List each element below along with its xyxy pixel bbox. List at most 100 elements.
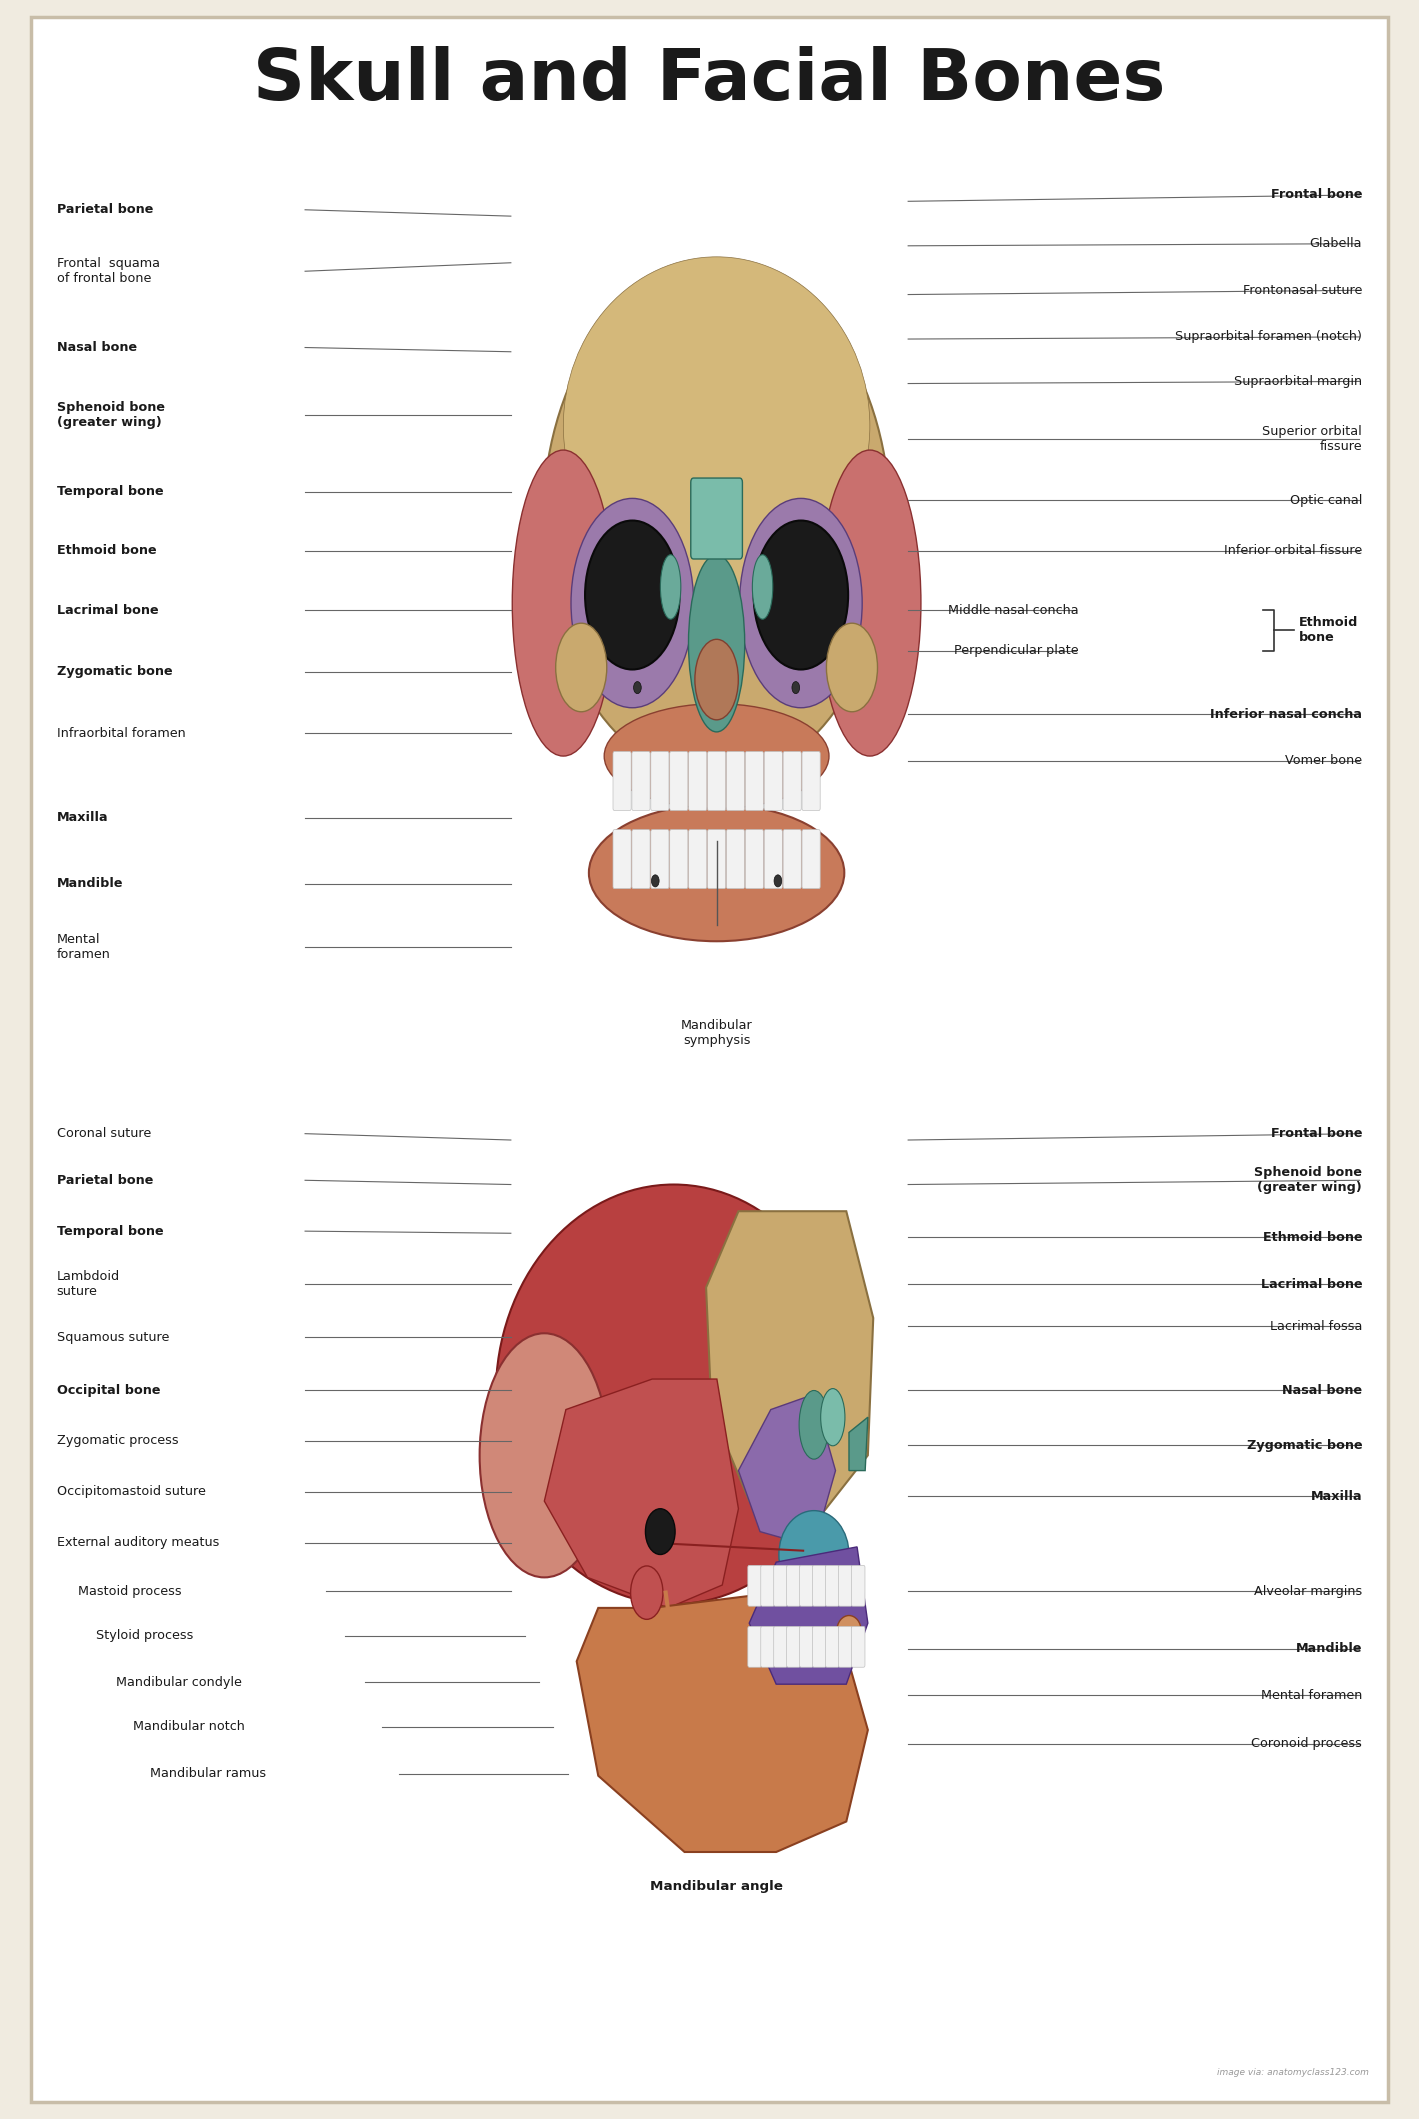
Text: Vomer bone: Vomer bone [1286,754,1362,767]
Text: Frontonasal suture: Frontonasal suture [1243,284,1362,297]
FancyBboxPatch shape [691,479,742,559]
FancyBboxPatch shape [839,1566,851,1606]
Ellipse shape [543,265,890,780]
FancyBboxPatch shape [727,831,745,888]
FancyBboxPatch shape [761,1566,775,1606]
Polygon shape [545,1379,738,1608]
Text: Occipital bone: Occipital bone [57,1384,160,1396]
Text: Lacrimal bone: Lacrimal bone [1260,1278,1362,1290]
Ellipse shape [820,1388,844,1445]
Ellipse shape [646,1509,675,1555]
Text: Alveolar margins: Alveolar margins [1254,1585,1362,1598]
FancyBboxPatch shape [773,1627,788,1668]
Text: Occipitomastoid suture: Occipitomastoid suture [57,1485,206,1498]
FancyBboxPatch shape [670,831,688,888]
Text: Maxilla: Maxilla [1311,1490,1362,1502]
Ellipse shape [752,555,773,619]
Text: Mandibular condyle: Mandibular condyle [116,1676,243,1689]
Text: Maxilla: Maxilla [57,812,108,824]
FancyBboxPatch shape [783,831,802,888]
FancyBboxPatch shape [826,1566,839,1606]
FancyBboxPatch shape [613,831,631,888]
Text: Parietal bone: Parietal bone [57,203,153,216]
FancyBboxPatch shape [688,831,707,888]
FancyBboxPatch shape [826,1627,839,1668]
Text: Parietal bone: Parietal bone [57,1174,153,1187]
Ellipse shape [826,623,877,712]
Ellipse shape [775,875,782,888]
FancyBboxPatch shape [748,1566,762,1606]
FancyBboxPatch shape [802,831,820,888]
Text: Mandibular notch: Mandibular notch [133,1721,245,1733]
Text: Supraorbital foramen (notch): Supraorbital foramen (notch) [1175,331,1362,343]
Ellipse shape [630,1566,663,1619]
Text: Coronoid process: Coronoid process [1252,1738,1362,1750]
Text: Ethmoid bone: Ethmoid bone [57,545,156,557]
Text: Perpendicular plate: Perpendicular plate [954,644,1078,657]
Ellipse shape [660,555,681,619]
FancyBboxPatch shape [773,1566,788,1606]
Text: Lacrimal bone: Lacrimal bone [57,604,159,617]
FancyBboxPatch shape [813,1566,826,1606]
Text: Temporal bone: Temporal bone [57,1225,163,1237]
Text: Ethmoid bone: Ethmoid bone [1263,1231,1362,1244]
Text: Zygomatic bone: Zygomatic bone [57,665,172,678]
Ellipse shape [563,256,870,595]
Text: image via: anatomyclass123.com: image via: anatomyclass123.com [1218,2068,1369,2077]
Ellipse shape [512,449,614,756]
Text: Frontal bone: Frontal bone [1271,189,1362,201]
FancyBboxPatch shape [745,752,763,809]
FancyBboxPatch shape [761,1627,775,1668]
FancyBboxPatch shape [31,17,1388,2102]
Text: Supraorbital margin: Supraorbital margin [1235,375,1362,388]
Text: Middle nasal concha: Middle nasal concha [948,604,1078,617]
Ellipse shape [695,640,738,720]
Ellipse shape [633,682,641,693]
FancyBboxPatch shape [765,831,782,888]
Ellipse shape [556,623,607,712]
Ellipse shape [651,875,658,888]
FancyBboxPatch shape [748,1627,762,1668]
Text: Frontal bone: Frontal bone [1271,1127,1362,1140]
Text: Mastoid process: Mastoid process [78,1585,182,1598]
Text: Zygomatic bone: Zygomatic bone [1247,1439,1362,1452]
Ellipse shape [753,521,849,670]
FancyBboxPatch shape [813,1627,826,1668]
Text: Sphenoid bone
(greater wing): Sphenoid bone (greater wing) [1254,1165,1362,1195]
FancyBboxPatch shape [613,752,631,809]
Text: Skull and Facial Bones: Skull and Facial Bones [254,47,1165,114]
Ellipse shape [589,805,844,941]
FancyBboxPatch shape [651,752,668,809]
FancyBboxPatch shape [799,1566,813,1606]
Ellipse shape [739,498,863,708]
Text: Infraorbital foramen: Infraorbital foramen [57,727,186,740]
FancyBboxPatch shape [688,752,707,809]
Text: Mandible: Mandible [1296,1642,1362,1655]
Text: Superior orbital
fissure: Superior orbital fissure [1263,424,1362,453]
Text: Sphenoid bone
(greater wing): Sphenoid bone (greater wing) [57,400,165,430]
Text: Mental foramen: Mental foramen [1261,1689,1362,1702]
FancyBboxPatch shape [786,1566,800,1606]
Polygon shape [707,1212,873,1524]
Text: External auditory meatus: External auditory meatus [57,1536,219,1549]
FancyBboxPatch shape [631,752,650,809]
Text: Lacrimal fossa: Lacrimal fossa [1270,1320,1362,1333]
FancyBboxPatch shape [745,831,763,888]
FancyBboxPatch shape [670,752,688,809]
Ellipse shape [819,449,921,756]
Text: Mandibular ramus: Mandibular ramus [150,1767,267,1780]
Ellipse shape [799,1390,829,1460]
Text: Styloid process: Styloid process [96,1630,194,1642]
FancyBboxPatch shape [802,752,820,809]
FancyBboxPatch shape [631,831,650,888]
FancyBboxPatch shape [851,1566,866,1606]
FancyBboxPatch shape [727,752,745,809]
Ellipse shape [837,1615,861,1646]
Text: Zygomatic process: Zygomatic process [57,1435,179,1447]
Ellipse shape [779,1511,849,1598]
Ellipse shape [792,682,800,693]
Text: Glabella: Glabella [1310,237,1362,250]
FancyBboxPatch shape [708,752,725,809]
FancyBboxPatch shape [651,831,668,888]
FancyBboxPatch shape [851,1627,866,1668]
